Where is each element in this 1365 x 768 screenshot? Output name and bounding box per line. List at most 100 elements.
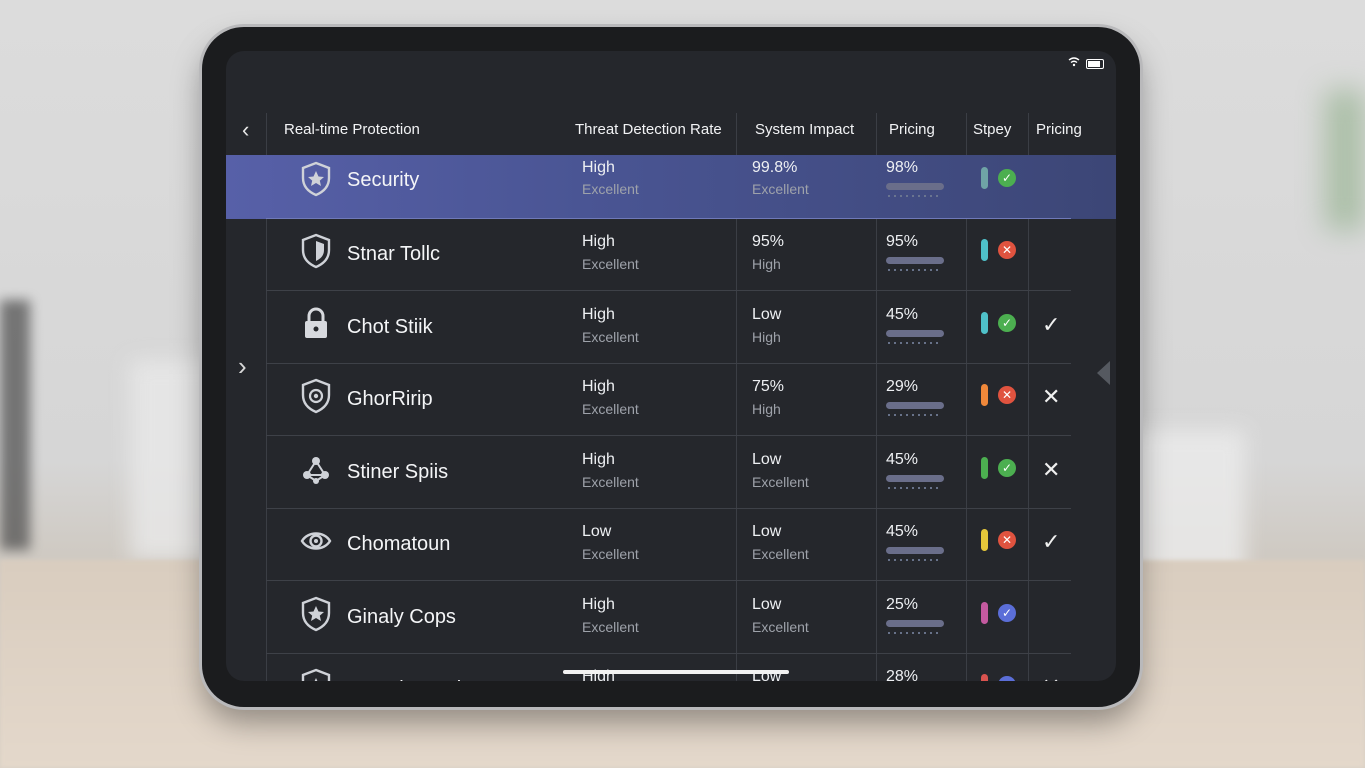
threat-rate-sub: Excellent <box>582 401 639 417</box>
threat-rate-sub: Excellent <box>582 328 639 345</box>
pricing-percent: 28% <box>886 668 919 681</box>
check-circle-icon: ✓ <box>998 169 1016 187</box>
x-circle-icon: ✕ <box>998 531 1016 549</box>
chevron-right-icon[interactable]: › <box>238 351 247 381</box>
screen: ‹ Real-time Protection Threat Detection … <box>226 51 1116 681</box>
threat-rate: High <box>582 450 615 468</box>
column-header-pricing[interactable]: Pricing <box>889 121 935 138</box>
status-pill <box>981 384 988 406</box>
pricing-percent: 45% <box>886 523 919 540</box>
x-mark-icon[interactable]: ✕ <box>1042 456 1061 482</box>
threat-rate: Low <box>582 523 612 540</box>
x-mark-icon[interactable]: ✕ <box>1042 674 1060 681</box>
dotted-track <box>886 195 938 197</box>
column-header-pricing-2[interactable]: Pricing <box>1036 121 1082 138</box>
threat-rate: High <box>582 233 615 250</box>
threat-rate: High <box>582 378 615 395</box>
system-impact: 95% <box>752 233 785 250</box>
column-header-stpey[interactable]: Stрey <box>973 121 1012 138</box>
system-impact: Low <box>752 450 782 468</box>
divider <box>876 113 877 681</box>
system-impact-sub: Excellent <box>752 473 809 490</box>
triangle-left-icon[interactable] <box>1097 361 1110 385</box>
table-row[interactable]: Stiner Spiis High Excellent Low Excellent 45%… <box>226 437 1116 509</box>
pricing-percent: 45% <box>886 450 919 468</box>
molecule-icon <box>300 451 332 487</box>
divider <box>266 113 267 681</box>
dotted-track <box>886 559 938 561</box>
table-row[interactable]: Security ToolHighExcellentLowExcellent28… <box>226 654 1116 681</box>
x-circle-icon: ✕ <box>998 386 1016 404</box>
battery-icon <box>1086 58 1104 69</box>
threat-rate-sub: Excellent <box>582 473 639 490</box>
row-separator <box>266 218 1071 219</box>
row-separator <box>266 290 1071 291</box>
column-header-threat-detection-rate[interactable]: Threat Detection Rate <box>575 121 722 138</box>
system-impact: Low <box>752 595 782 613</box>
product-name: Stiner Spiis <box>347 460 449 483</box>
divider <box>966 113 967 681</box>
shield-icon <box>300 233 332 269</box>
product-name: Chomatoun <box>347 533 451 555</box>
table-row[interactable]: Security High Excellent 99.8% Excellent 98% ✓ <box>226 155 1116 219</box>
eye-icon <box>300 523 332 559</box>
system-impact: 75% <box>752 378 785 395</box>
threat-rate-sub: Excellent <box>582 546 639 562</box>
pricing-percent: 25% <box>886 595 919 613</box>
table-row[interactable]: GhorRirip High Excellent 75% High 29% ✕ ✕ <box>226 364 1116 436</box>
checkmark-icon[interactable]: ✓ <box>1042 529 1061 554</box>
x-circle-icon: ✕ <box>998 241 1016 259</box>
system-impact-sub: High <box>752 256 781 272</box>
shield-star-icon <box>300 161 332 197</box>
tablet-device: ‹ Real-time Protection Threat Detection … <box>202 27 1140 707</box>
pricing-percent: 95% <box>886 233 919 250</box>
product-name: Stnar Tollc <box>347 243 441 265</box>
status-pill <box>981 456 988 479</box>
check-circle-icon: ✓ <box>998 458 1016 477</box>
home-indicator[interactable] <box>563 670 789 674</box>
table-header: ‹ Real-time Protection Threat Detection … <box>226 107 1116 155</box>
divider <box>1028 113 1029 681</box>
threat-rate: High <box>582 595 615 613</box>
system-impact: Low <box>752 523 782 540</box>
status-pill <box>981 529 988 551</box>
dotted-track <box>886 341 938 344</box>
table-row[interactable]: Chomatoun Low Excellent Low Excellent 45% ✕ ✓ <box>226 509 1116 581</box>
column-header-system-impact[interactable]: System Impact <box>755 121 855 138</box>
check-circle-icon: ✓ <box>998 603 1016 622</box>
shield-dot-icon <box>300 378 332 414</box>
row-separator <box>266 362 1071 364</box>
product-name: GhorRirip <box>347 388 433 410</box>
system-impact-sub: High <box>752 328 781 345</box>
status-pill <box>981 311 988 334</box>
chevron-left-icon[interactable]: ‹ <box>242 117 250 142</box>
product-name: Ginaly Cops <box>347 605 456 628</box>
pricing-bar <box>886 257 944 264</box>
x-mark-icon[interactable]: ✕ <box>1042 384 1061 409</box>
check-circle-icon: ✓ <box>998 676 1016 681</box>
product-name: Security Tool <box>347 678 461 681</box>
column-header-real-time-protection[interactable]: Real-time Protection <box>284 121 420 138</box>
table-row[interactable]: Ginaly Cops High Excellent Low Excellent 25% ✓ <box>226 582 1116 654</box>
system-impact-sub: Excellent <box>752 181 809 197</box>
pricing-bar <box>886 474 944 482</box>
status-pill <box>981 167 988 189</box>
status-pill <box>981 674 988 681</box>
row-separator <box>266 435 1071 436</box>
table-row[interactable]: Stnar Tollc High Excellent 95% High 95% ✕ <box>226 219 1116 291</box>
status-pill <box>981 239 988 261</box>
checkmark-icon[interactable]: ✓ <box>1042 311 1061 337</box>
dotted-track <box>886 414 938 416</box>
table-row[interactable]: Chot Stiik High Excellent Low High 45% ✓ ✓ <box>226 292 1116 364</box>
product-name: Security <box>347 169 420 191</box>
check-circle-icon: ✓ <box>998 313 1016 332</box>
pricing-percent: 98% <box>886 159 919 176</box>
product-name: Chot Stiik <box>347 315 433 338</box>
lock-icon <box>300 306 332 342</box>
row-separator <box>266 652 1071 654</box>
system-impact: 99.8% <box>752 159 798 176</box>
row-separator <box>266 507 1071 509</box>
dotted-track <box>886 269 938 271</box>
threat-rate: High <box>582 305 615 323</box>
system-impact-sub: Excellent <box>752 546 809 562</box>
